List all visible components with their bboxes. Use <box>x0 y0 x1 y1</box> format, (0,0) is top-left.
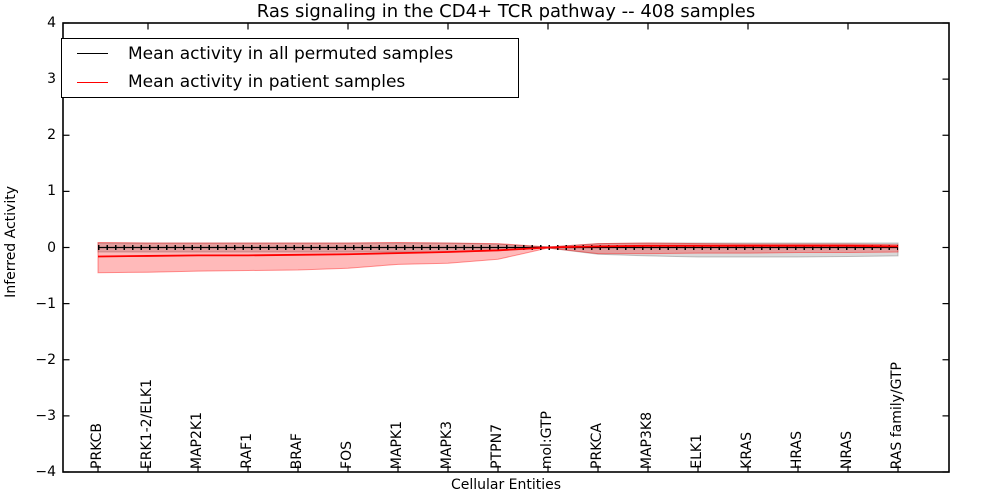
x-tick-label: MAPK3 <box>439 420 455 469</box>
x-axis-label: Cellular Entities <box>450 477 562 493</box>
x-tick-label: PRKCA <box>589 423 605 469</box>
y-tick-label: 4 <box>47 15 56 31</box>
x-tick-label: MAP3K8 <box>639 411 655 469</box>
chart-title: Ras signaling in the CD4+ TCR pathway --… <box>256 1 756 22</box>
x-tick-label: ELK1 <box>689 434 705 469</box>
x-tick-label: NRAS <box>839 430 855 469</box>
x-tick-label: BRAF <box>289 432 305 469</box>
x-tick-label: PRKCB <box>89 423 105 469</box>
y-tick-label: 0 <box>47 239 56 256</box>
legend-entry-patient: Mean activity in patient samples <box>62 68 518 96</box>
legend-label-patient: Mean activity in patient samples <box>128 72 406 93</box>
x-tick-label: MAP2K1 <box>189 411 205 469</box>
y-axis-label: Inferred Activity <box>3 186 19 298</box>
legend-entry-permuted: Mean activity in all permuted samples <box>62 40 518 68</box>
x-tick-label: RAF1 <box>239 433 255 469</box>
x-tick-label: KRAS <box>739 432 755 469</box>
y-tick-label: −1 <box>35 295 56 312</box>
axes-frame <box>62 22 950 473</box>
y-tick-label: −2 <box>35 351 56 368</box>
y-tick-label: 1 <box>47 183 56 200</box>
x-tick-label: PTPN7 <box>489 424 505 469</box>
x-tick-label: RAS family/GTP <box>889 361 905 469</box>
y-tick-label: −3 <box>35 407 56 424</box>
patient-band <box>97 241 899 274</box>
x-tick-label: FOS <box>339 441 355 469</box>
legend: Mean activity in all permuted samples Me… <box>61 38 519 98</box>
legend-line-permuted <box>77 53 108 55</box>
y-tick-label: −4 <box>35 464 56 480</box>
y-tick-label: 2 <box>47 127 56 144</box>
legend-line-patient <box>77 81 108 83</box>
legend-label-permuted: Mean activity in all permuted samples <box>128 43 454 64</box>
x-tick-label: ERK1-2/ELK1 <box>139 378 155 469</box>
x-tick-label: MAPK1 <box>389 420 405 469</box>
x-tick-label: mol:GTP <box>539 410 555 469</box>
x-tick-label: HRAS <box>789 430 805 469</box>
patient-mean-line <box>97 244 899 258</box>
y-tick-label: 3 <box>47 71 56 88</box>
